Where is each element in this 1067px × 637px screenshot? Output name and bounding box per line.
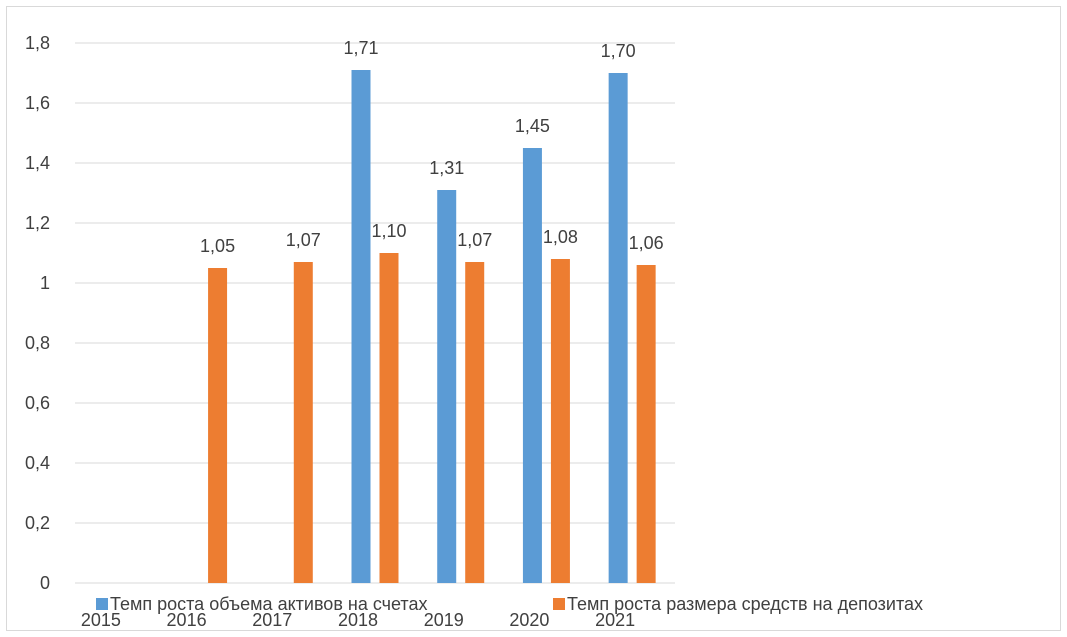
legend: Темп роста объема активов на счетах Темп … bbox=[96, 594, 923, 614]
y-tick-label: 0,6 bbox=[25, 393, 50, 413]
data-label: 1,45 bbox=[515, 116, 550, 136]
bar-series-2 bbox=[636, 265, 656, 583]
data-label: 1,71 bbox=[343, 38, 378, 58]
legend-label: Темп роста объема активов на счетах bbox=[110, 594, 427, 614]
bar-series-1 bbox=[351, 70, 371, 583]
y-tick-label: 0,8 bbox=[25, 333, 50, 353]
data-label: 1,70 bbox=[601, 41, 636, 61]
data-label: 1,05 bbox=[200, 236, 235, 256]
y-tick-label: 1 bbox=[40, 273, 50, 293]
y-tick-label: 1,8 bbox=[25, 33, 50, 53]
bar-series-1 bbox=[522, 148, 542, 583]
data-label: 1,10 bbox=[371, 221, 406, 241]
bars bbox=[208, 70, 656, 583]
bar-series-1 bbox=[608, 73, 628, 583]
bar-series-2 bbox=[379, 253, 399, 583]
y-tick-label: 0 bbox=[40, 573, 50, 593]
y-tick-label: 1,6 bbox=[25, 93, 50, 113]
data-label: 1,06 bbox=[629, 233, 664, 253]
bar-series-1 bbox=[437, 190, 457, 583]
x-tick-label: 2019 bbox=[424, 610, 464, 630]
y-tick-label: 0,2 bbox=[25, 513, 50, 533]
legend-swatch bbox=[553, 598, 565, 610]
legend-label: Темп роста размера средств на депозитах bbox=[567, 594, 923, 614]
x-axis-tick-labels: 2015 2016 2017 2018 2019 2020 2021 bbox=[81, 610, 635, 630]
data-label: 1,08 bbox=[543, 227, 578, 247]
x-tick-label: 2020 bbox=[509, 610, 549, 630]
y-axis-tick-labels: 0 0,2 0,4 0,6 0,8 1 1,2 1,4 1,6 1,8 bbox=[25, 33, 50, 593]
bar-series-2 bbox=[293, 262, 313, 583]
x-tick-label: 2018 bbox=[338, 610, 378, 630]
bar-series-2 bbox=[465, 262, 485, 583]
data-label: 1,07 bbox=[457, 230, 492, 250]
bar-series-2 bbox=[550, 259, 570, 583]
bar-series-2 bbox=[208, 268, 228, 583]
x-tick-label: 2021 bbox=[595, 610, 635, 630]
x-tick-label: 2016 bbox=[167, 610, 207, 630]
data-label: 1,07 bbox=[286, 230, 321, 250]
y-tick-label: 1,2 bbox=[25, 213, 50, 233]
y-tick-label: 1,4 bbox=[25, 153, 50, 173]
x-tick-label: 2015 bbox=[81, 610, 121, 630]
data-label: 1,31 bbox=[429, 158, 464, 178]
data-labels: 1,71 1,31 1,45 1,70 1,05 1,07 1,10 1,07 1,08 1,06 bbox=[200, 38, 664, 256]
gridlines bbox=[75, 42, 675, 584]
legend-swatch bbox=[96, 598, 108, 610]
x-tick-label: 2017 bbox=[252, 610, 292, 630]
y-tick-label: 0,4 bbox=[25, 453, 50, 473]
